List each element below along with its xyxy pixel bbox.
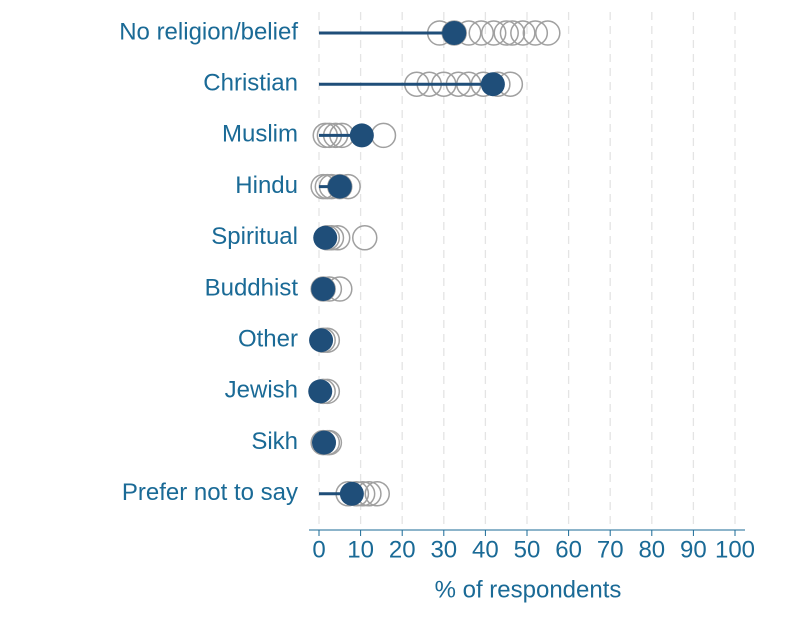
y-tick-label: Christian (203, 70, 298, 97)
dot (309, 328, 334, 353)
comparison-dot (468, 20, 494, 46)
y-tick-label: Muslim (222, 121, 298, 148)
dot (480, 72, 505, 97)
dot (442, 21, 467, 45)
dot (311, 430, 336, 455)
comparison-dot (352, 225, 378, 251)
comparison-dot (364, 481, 390, 507)
y-tick-label: Spiritual (211, 223, 298, 250)
x-axis-label: % of respondents (435, 576, 622, 603)
y-tick-label: Hindu (235, 172, 298, 199)
x-tick-label: 10 (347, 536, 374, 563)
comparison-dot (493, 20, 519, 46)
x-tick-label: 30 (430, 536, 457, 563)
x-tick-label: 50 (514, 536, 541, 563)
dot (339, 481, 364, 506)
x-tick-label: 100 (715, 536, 755, 563)
dot (327, 174, 352, 199)
x-tick-label: 0 (312, 536, 325, 563)
x-tick-label: 80 (638, 536, 665, 563)
y-tick-label: Other (238, 326, 298, 353)
x-tick-label: 90 (680, 536, 707, 563)
y-tick-label: Buddhist (205, 274, 299, 301)
comparison-dot (510, 20, 536, 46)
comparison-dot (535, 20, 561, 46)
y-tick-label: Jewish (225, 377, 298, 404)
dot (349, 123, 374, 148)
dot (311, 277, 336, 301)
x-tick-label: 60 (555, 536, 582, 563)
comparison-dot (480, 20, 507, 46)
x-tick-label: 70 (597, 536, 624, 563)
dot (308, 379, 333, 404)
comparison-dot (499, 20, 526, 46)
x-tick-label: 20 (389, 536, 416, 563)
x-tick-label: 40 (472, 536, 499, 563)
y-tick-label: No religion/belief (119, 18, 298, 45)
y-tick-label: Prefer not to say (122, 479, 298, 506)
y-tick-label: Sikh (251, 428, 298, 455)
comparison-dot (370, 122, 397, 149)
dot (313, 225, 338, 250)
comparison-dot (522, 20, 549, 46)
